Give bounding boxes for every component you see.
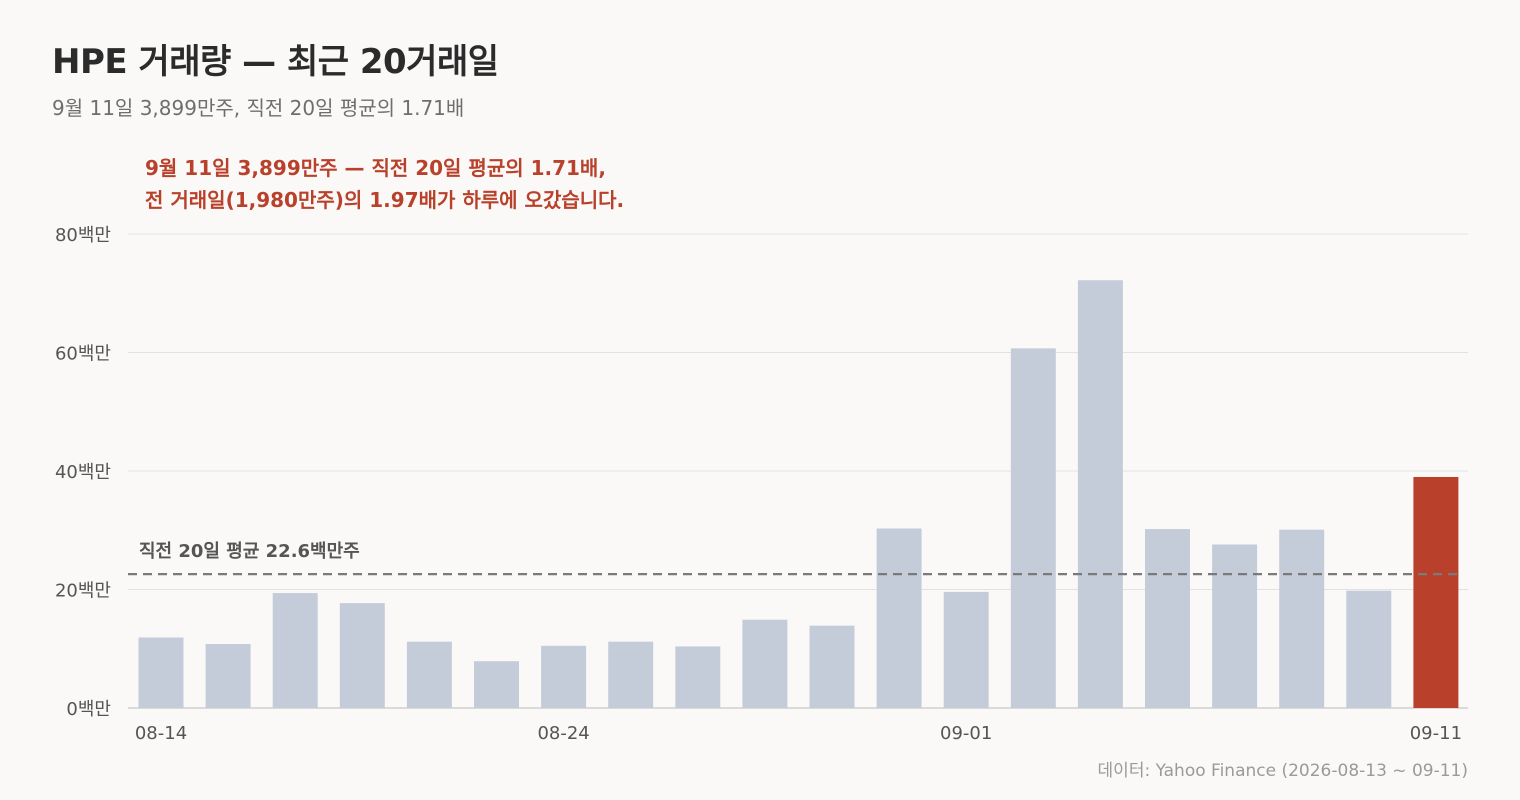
- highlight-annotation: 9월 11일 3,899만주 — 직전 20일 평균의 1.71배, 전 거래일…: [145, 152, 624, 216]
- y-tick-label: 0백만: [66, 699, 111, 720]
- x-tick-label: 08-14: [135, 723, 187, 744]
- y-tick-label: 60백만: [55, 344, 111, 365]
- bar: [272, 593, 318, 708]
- y-tick-label: 80백만: [55, 225, 111, 246]
- annotation-line-1: 9월 11일 3,899만주 — 직전 20일 평균의 1.71배,: [145, 156, 606, 180]
- annotation-line-2: 전 거래일(1,980만주)의 1.97배가 하루에 오갔습니다.: [145, 188, 625, 212]
- bar: [1346, 590, 1392, 708]
- bar: [138, 637, 184, 708]
- chart-subtitle: 9월 11일 3,899만주, 직전 20일 평균의 1.71배: [52, 96, 465, 120]
- x-tick-label: 09-11: [1410, 723, 1462, 744]
- data-source-note: 데이터: Yahoo Finance (2026-08-13 ~ 09-11): [1097, 761, 1468, 781]
- bar: [1413, 476, 1459, 708]
- bar: [876, 528, 922, 708]
- bar: [809, 625, 855, 708]
- bar: [205, 644, 251, 708]
- bar: [474, 661, 519, 708]
- average-reference-label: 직전 20일 평균 22.6백만주: [139, 541, 360, 562]
- bar: [1212, 544, 1258, 708]
- bar: [1077, 280, 1123, 708]
- bar: [1279, 529, 1325, 708]
- y-tick-label: 40백만: [55, 462, 111, 483]
- x-tick-label: 09-01: [940, 723, 992, 744]
- bar: [541, 645, 587, 708]
- bar: [742, 619, 788, 708]
- bar: [943, 591, 989, 708]
- bar: [608, 641, 654, 708]
- bar: [406, 641, 452, 708]
- bar: [1010, 348, 1056, 708]
- chart-title: HPE 거래량 — 최근 20거래일: [52, 42, 499, 82]
- x-tick-label: 08-24: [537, 723, 589, 744]
- bar: [675, 646, 721, 708]
- y-tick-label: 20백만: [55, 581, 111, 602]
- bar: [339, 603, 385, 708]
- bar: [1145, 529, 1190, 708]
